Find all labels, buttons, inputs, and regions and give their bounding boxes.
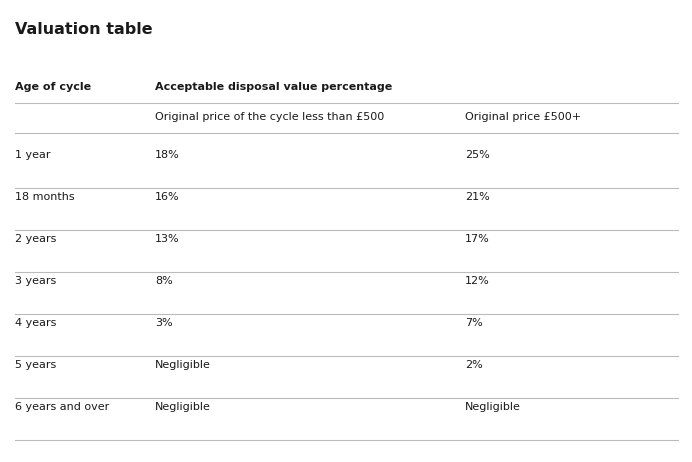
Text: 16%: 16% [155,192,180,202]
Text: Valuation table: Valuation table [15,22,153,37]
Text: 12%: 12% [465,276,490,286]
Text: Negligible: Negligible [155,360,211,370]
Text: 25%: 25% [465,150,490,160]
Text: 8%: 8% [155,276,173,286]
Text: 4 years: 4 years [15,318,56,328]
Text: 21%: 21% [465,192,490,202]
Text: Age of cycle: Age of cycle [15,82,91,92]
Text: 3 years: 3 years [15,276,56,286]
Text: 1 year: 1 year [15,150,51,160]
Text: Original price £500+: Original price £500+ [465,112,581,122]
Text: 18 months: 18 months [15,192,75,202]
Text: 5 years: 5 years [15,360,56,370]
Text: Negligible: Negligible [465,402,521,412]
Text: 6 years and over: 6 years and over [15,402,109,412]
Text: Acceptable disposal value percentage: Acceptable disposal value percentage [155,82,392,92]
Text: 2 years: 2 years [15,234,56,244]
Text: Negligible: Negligible [155,402,211,412]
Text: 7%: 7% [465,318,483,328]
Text: 13%: 13% [155,234,180,244]
Text: 3%: 3% [155,318,172,328]
Text: 2%: 2% [465,360,483,370]
Text: Original price of the cycle less than £500: Original price of the cycle less than £5… [155,112,384,122]
Text: 17%: 17% [465,234,490,244]
Text: 18%: 18% [155,150,180,160]
